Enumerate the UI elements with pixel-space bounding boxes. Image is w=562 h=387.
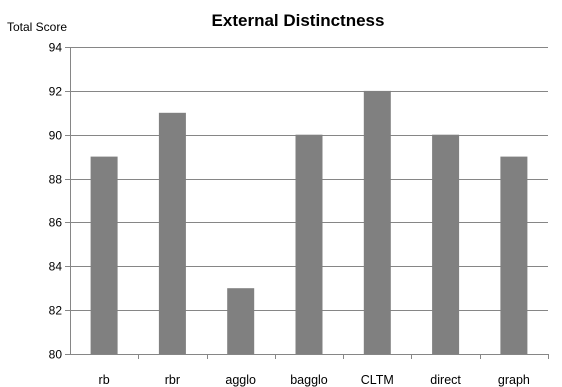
y-tick-label: 84 xyxy=(49,260,63,274)
x-tick-label: direct xyxy=(430,373,461,387)
chart-title: External Distinctness xyxy=(212,11,385,30)
y-tick-label: 86 xyxy=(49,216,63,230)
bar-rbr xyxy=(158,112,186,354)
y-tick-label: 92 xyxy=(49,85,63,99)
x-tick-label: rbr xyxy=(165,373,180,387)
y-tick-label: 94 xyxy=(49,41,63,55)
bar-rb xyxy=(90,156,118,354)
x-tick-label: bagglo xyxy=(290,373,328,387)
x-tick-label: agglo xyxy=(225,373,256,387)
x-tick-label: graph xyxy=(498,373,530,387)
x-tick-labels: rb rbr agglo bagglo CLTM direct graph xyxy=(99,373,530,387)
bar-cltm xyxy=(363,90,391,355)
y-axis-label: Total Score xyxy=(7,20,67,34)
bar-direct xyxy=(432,134,460,354)
bar-bagglo xyxy=(295,134,323,354)
axes xyxy=(65,47,549,359)
x-tick-label: CLTM xyxy=(361,373,394,387)
bars xyxy=(90,90,528,355)
y-tick-labels: 80 82 84 86 88 90 92 94 xyxy=(49,41,63,362)
y-tick-label: 80 xyxy=(49,348,63,362)
y-tick-label: 88 xyxy=(49,173,63,187)
x-tick-label: rb xyxy=(99,373,110,387)
y-tick-label: 90 xyxy=(49,129,63,143)
bar-agglo xyxy=(227,288,255,354)
bar-graph xyxy=(500,156,528,354)
y-tick-label: 82 xyxy=(49,304,63,318)
